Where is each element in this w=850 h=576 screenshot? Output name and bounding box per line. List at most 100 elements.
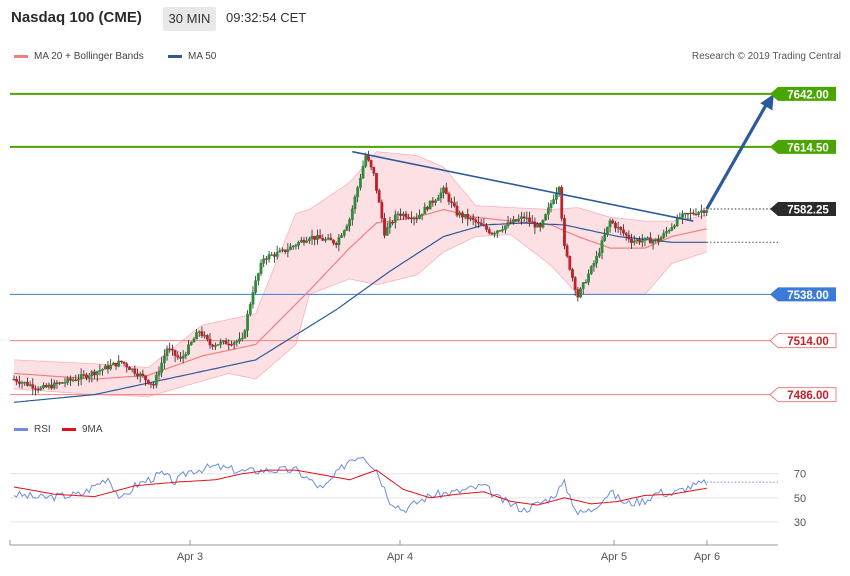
candle: [444, 182, 448, 195]
candle: [455, 201, 459, 218]
candle: [380, 199, 384, 222]
candle: [587, 269, 590, 286]
candle: [383, 212, 386, 239]
candle: [246, 310, 249, 337]
candle: [42, 382, 45, 390]
candle: [705, 209, 709, 216]
timeframe-button[interactable]: 30 MIN: [163, 7, 216, 31]
candle: [353, 194, 357, 214]
candle: [415, 213, 419, 224]
candle: [563, 214, 566, 250]
candle: [63, 377, 67, 388]
level-label-text: 7486.00: [787, 390, 829, 402]
candle: [216, 344, 220, 346]
level-tag-shape: [770, 86, 836, 101]
candle: [52, 379, 56, 390]
candle: [192, 336, 196, 343]
candle: [401, 211, 405, 221]
candle: [412, 216, 416, 226]
candle: [36, 386, 40, 394]
candle: [388, 216, 392, 234]
instrument-title: Nasdaq 100 (CME): [11, 9, 142, 26]
candle: [125, 361, 129, 373]
candle: [375, 173, 378, 194]
candle: [667, 228, 671, 234]
candle: [689, 208, 693, 220]
candle: [171, 344, 174, 356]
candle: [447, 191, 451, 206]
level-tag-shape: [769, 387, 837, 403]
candle: [681, 210, 684, 224]
candle: [643, 237, 647, 247]
candle: [493, 231, 497, 238]
candle: [522, 212, 526, 222]
candle: [576, 286, 580, 302]
candle: [342, 229, 346, 238]
candle: [487, 227, 491, 235]
level-labels: 7642.00 7614.50 7582.25 7538.00 7514.00 7486.…: [769, 86, 837, 403]
candle: [55, 380, 59, 389]
candle: [420, 213, 424, 221]
candle: [256, 272, 260, 286]
candle: [404, 210, 408, 220]
candle: [608, 218, 612, 233]
candle: [122, 361, 126, 367]
candle: [254, 275, 258, 295]
candle: [616, 221, 620, 233]
candle: [503, 225, 507, 234]
level-label-3: 7538.00: [770, 287, 836, 302]
candle: [149, 383, 153, 389]
candle: [407, 213, 411, 220]
candle: [509, 218, 513, 224]
candle: [264, 256, 268, 265]
candle: [12, 375, 16, 381]
candle: [477, 216, 480, 228]
rsi-ma-swatch-icon: [62, 427, 76, 431]
candle: [525, 211, 529, 223]
candle: [224, 337, 228, 345]
level-label-2: 7582.25: [770, 202, 836, 217]
time-label: Apr 6: [694, 551, 720, 563]
candle: [39, 385, 43, 391]
candle: [595, 250, 599, 268]
ma20-line: [13, 208, 707, 380]
time-axis: Apr 3 Apr 4 Apr 5 Apr 6: [9, 540, 778, 563]
copyright-text: Research © 2019 Trading Central: [691, 51, 841, 62]
candle: [364, 152, 368, 168]
candle: [699, 204, 703, 219]
candle: [611, 218, 615, 225]
candle: [490, 231, 494, 236]
candle: [74, 374, 78, 382]
candle: [528, 211, 531, 227]
candle: [332, 239, 335, 246]
candle: [111, 361, 115, 366]
candle: [340, 233, 343, 239]
candle: [659, 235, 663, 242]
candle: [283, 249, 287, 255]
candle: [498, 229, 502, 232]
rsi-ma-legend-label: 9MA: [82, 424, 103, 435]
candle: [211, 343, 215, 350]
candle: [686, 212, 690, 220]
candle: [219, 338, 223, 349]
candle: [431, 197, 435, 207]
candle: [144, 375, 147, 386]
candle: [452, 196, 456, 208]
candle: [146, 379, 150, 385]
candle: [538, 222, 542, 232]
trend-lines: [352, 93, 774, 222]
candle: [297, 240, 301, 250]
candle: [109, 359, 113, 371]
candle: [479, 218, 483, 226]
candle: [71, 376, 75, 383]
candle: [439, 187, 443, 203]
candle: [568, 255, 572, 271]
candle: [60, 381, 64, 384]
candle: [358, 174, 362, 191]
candle: [651, 238, 655, 250]
candle: [58, 381, 62, 386]
candle: [597, 247, 601, 259]
candle: [557, 185, 561, 198]
candle: [20, 380, 24, 389]
